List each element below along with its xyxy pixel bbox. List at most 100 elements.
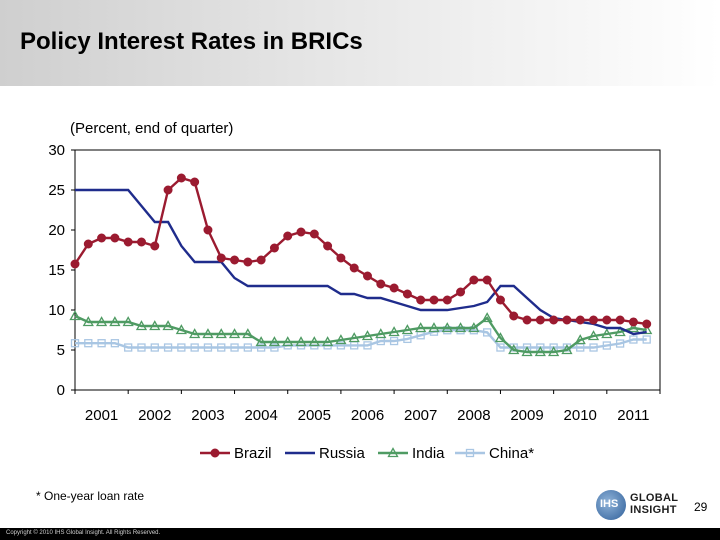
- footer-bar: [0, 528, 720, 540]
- data-point-brazil: [243, 257, 253, 267]
- data-point-brazil: [97, 233, 107, 243]
- y-tick-label: 15: [48, 262, 65, 279]
- data-point-china: [363, 341, 372, 350]
- data-point-china: [336, 341, 346, 350]
- legend-label-india: India: [412, 445, 445, 462]
- data-point-india: [109, 316, 121, 327]
- x-tick-label: 2003: [191, 407, 224, 424]
- page-title: Policy Interest Rates in BRICs: [20, 28, 363, 55]
- data-point-india: [601, 328, 613, 339]
- data-point-india: [255, 336, 267, 347]
- data-point-brazil: [110, 233, 120, 243]
- data-point-brazil: [349, 263, 359, 273]
- data-point-china: [589, 343, 598, 352]
- line-chart: 0 5 10 15 20 25 30 2001 2002 2003 2004 2005 2006 2007…: [48, 142, 661, 462]
- data-point-brazil: [176, 173, 186, 183]
- data-point-india: [401, 324, 413, 335]
- data-point-brazil: [389, 283, 399, 293]
- data-point-india: [441, 322, 453, 333]
- data-point-brazil: [256, 255, 266, 265]
- data-point-india: [494, 332, 507, 343]
- x-tick-label: 2011: [617, 407, 649, 424]
- data-point-brazil: [628, 317, 638, 327]
- legend-label-china: China*: [489, 445, 534, 462]
- data-point-india: [481, 312, 493, 323]
- footnote: * One-year loan rate: [36, 489, 145, 503]
- data-point-brazil: [323, 241, 333, 251]
- data-point-brazil: [615, 315, 625, 325]
- y-tick-label: 5: [57, 342, 65, 359]
- data-point-brazil: [535, 315, 545, 325]
- data-point-china: [70, 339, 80, 348]
- data-point-india: [202, 328, 214, 339]
- data-point-brazil: [509, 311, 519, 321]
- data-point-china: [243, 343, 252, 352]
- logo-line-1: GLOBAL: [630, 492, 679, 504]
- data-point-brazil: [469, 275, 479, 285]
- data-point-china: [230, 343, 239, 352]
- x-tick-label: 2008: [457, 407, 490, 424]
- data-point-india: [95, 316, 108, 327]
- legend-marker-brazil: [210, 448, 220, 458]
- data-point-india: [149, 320, 161, 331]
- legend-marker-india: [387, 447, 399, 458]
- x-tick-label: 2009: [510, 407, 543, 424]
- data-point-india: [308, 336, 320, 347]
- data-point-india: [561, 344, 573, 355]
- data-point-india: [348, 332, 360, 343]
- data-point-china: [190, 343, 199, 352]
- copyright-notice: Copyright © 2010 IHS Global Insight. All…: [6, 530, 161, 536]
- data-point-india: [508, 344, 520, 355]
- data-point-china: [483, 328, 492, 337]
- data-point-brazil: [70, 259, 80, 269]
- data-point-china: [137, 343, 146, 352]
- data-point-brazil: [522, 315, 532, 325]
- x-tick-label: 2005: [298, 407, 331, 424]
- data-point-india: [282, 336, 294, 347]
- data-point-brazil: [442, 295, 452, 305]
- x-tick-label: 2010: [564, 407, 597, 424]
- data-point-india: [468, 322, 480, 333]
- data-point-india: [641, 324, 653, 335]
- x-tick-label: 2001: [85, 407, 118, 424]
- data-point-brazil: [336, 253, 346, 263]
- data-point-india: [361, 330, 374, 341]
- data-point-brazil: [429, 295, 439, 305]
- page-number: 29: [694, 500, 708, 514]
- data-point-india: [415, 322, 427, 333]
- series-line-china: [75, 329, 647, 349]
- y-tick-label: 25: [48, 182, 65, 199]
- chart-subtitle: (Percent, end of quarter): [70, 120, 234, 137]
- data-point-india: [335, 334, 347, 345]
- data-point-india: [189, 328, 201, 339]
- data-point-china: [629, 335, 638, 344]
- data-point-brazil: [269, 243, 279, 253]
- data-point-brazil: [190, 177, 200, 187]
- series-line-russia: [75, 188, 647, 336]
- data-point-brazil: [562, 315, 572, 325]
- data-point-brazil: [495, 295, 505, 305]
- data-point-india: [175, 324, 187, 335]
- data-point-china: [403, 334, 412, 344]
- data-point-india: [135, 320, 148, 331]
- data-point-china: [615, 339, 625, 348]
- y-tick-label: 10: [48, 302, 65, 319]
- data-point-china: [256, 343, 266, 352]
- x-tick-label: 2006: [351, 407, 384, 424]
- title-band: [0, 0, 720, 86]
- data-point-brazil: [416, 295, 426, 305]
- data-point-china: [97, 339, 106, 348]
- x-tick-label: 2007: [404, 407, 437, 424]
- data-point-india: [454, 322, 467, 333]
- data-point-india: [268, 336, 281, 347]
- data-point-china: [270, 343, 279, 352]
- data-point-brazil: [296, 227, 306, 237]
- data-point-china: [150, 343, 159, 352]
- x-tick-label: 2002: [138, 407, 171, 424]
- data-point-brazil: [163, 185, 173, 195]
- data-point-india: [534, 346, 546, 357]
- data-point-brazil: [309, 229, 319, 239]
- data-point-brazil: [575, 315, 585, 325]
- data-point-india: [322, 336, 334, 347]
- data-point-brazil: [203, 225, 213, 235]
